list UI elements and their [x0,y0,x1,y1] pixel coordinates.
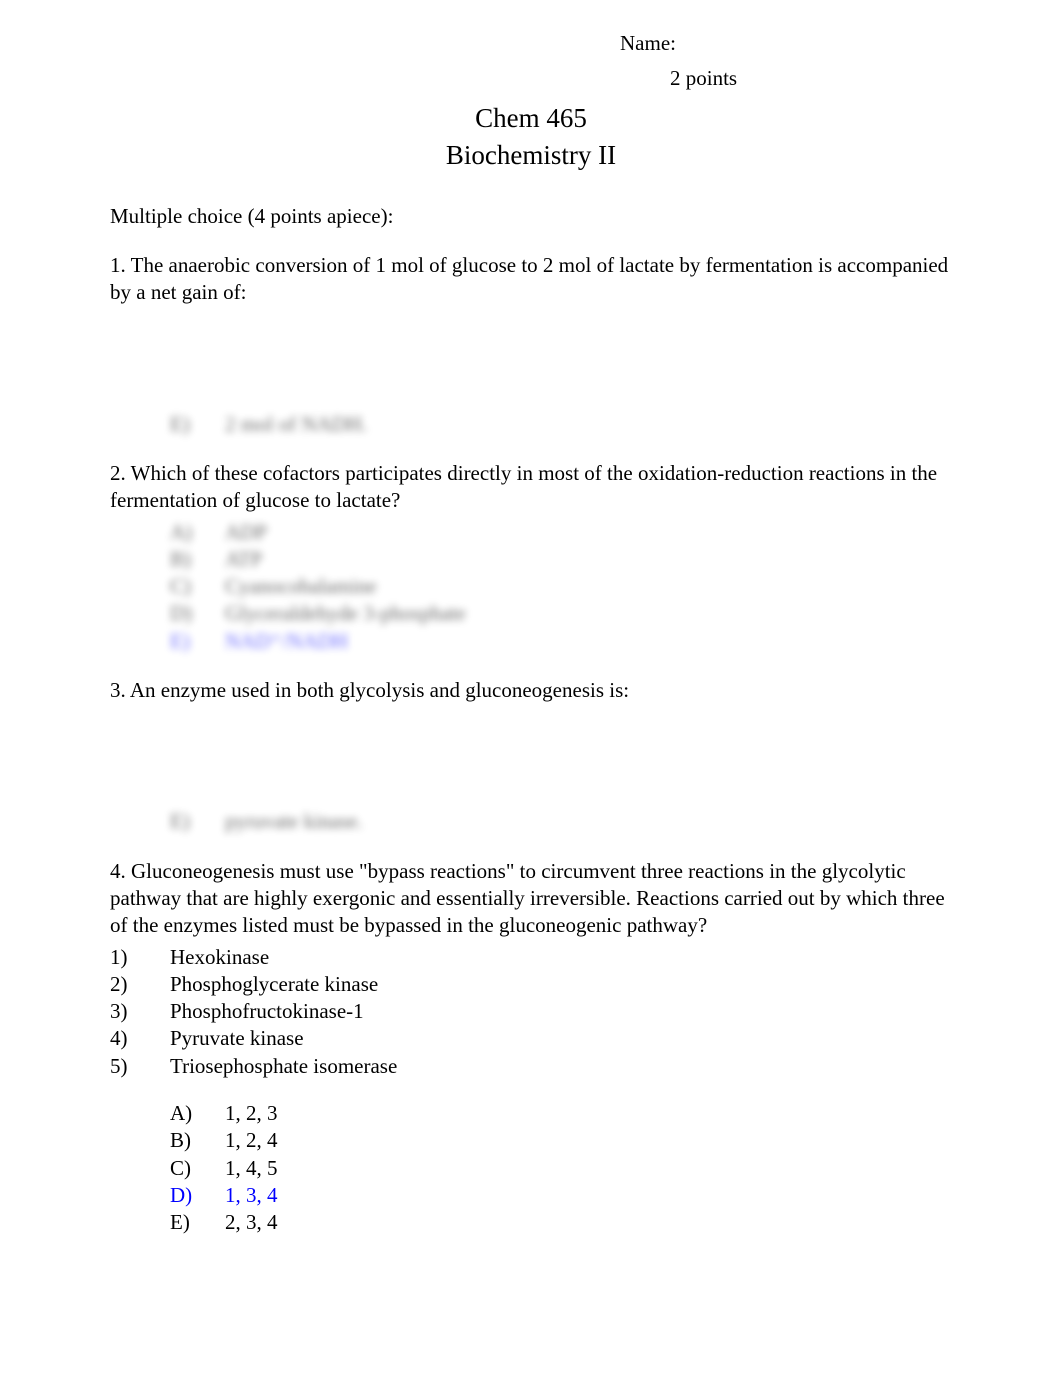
enzyme-name: Pyruvate kinase [170,1025,304,1052]
option-letter: A) [170,519,225,546]
enzyme-name: Phosphoglycerate kinase [170,971,378,998]
option-text: NAD⁺/NADH [225,628,348,655]
enzyme-name: Triosephosphate isomerase [170,1053,397,1080]
enzyme-name: Phosphofructokinase-1 [170,998,364,1025]
question-2: 2. Which of these cofactors participates… [110,460,952,655]
question-4-options: A) 1, 2, 3 B) 1, 2, 4 C) 1, 4, 5 D) 1, 3… [170,1100,952,1236]
question-1: 1. The anaerobic conversion of 1 mol of … [110,252,952,438]
question-3-text: 3. An enzyme used in both glycolysis and… [110,677,952,704]
points-label: 2 points [670,65,952,92]
option-letter: E) [170,1209,225,1236]
option-letter: D) [170,1182,225,1209]
option-letter: C) [170,1155,225,1182]
option-text: 1, 2, 4 [225,1127,278,1154]
question-4-text: 4. Gluconeogenesis must use "bypass reac… [110,858,952,940]
option-text: 1, 4, 5 [225,1155,278,1182]
name-label: Name: [620,30,952,57]
enzyme-num: 1) [110,944,170,971]
question-1-text: 1. The anaerobic conversion of 1 mol of … [110,252,952,307]
option-text: 2, 3, 4 [225,1209,278,1236]
option-letter: E) [170,628,225,655]
question-4: 4. Gluconeogenesis must use "bypass reac… [110,858,952,1237]
question-3: 3. An enzyme used in both glycolysis and… [110,677,952,836]
option-letter: C) [170,573,225,600]
option-text: 1, 3, 4 [225,1182,278,1209]
question-2-options: A) ADP B) ATP C) Cyanocobalamine D) Glyc… [170,519,952,655]
course-title: Chem 465 [110,101,952,136]
option-letter: B) [170,546,225,573]
question-4-enzyme-list: 1) Hexokinase 2) Phosphoglycerate kinase… [110,944,952,1080]
option-text: Glyceraldehyde 3-phosphate [225,600,466,627]
question-3-options: E) pyruvate kinase. [170,808,952,835]
option-text: 2 mol of NADH. [225,411,367,438]
option-letter: A) [170,1100,225,1127]
enzyme-num: 4) [110,1025,170,1052]
enzyme-num: 5) [110,1053,170,1080]
option-letter: D) [170,600,225,627]
enzyme-num: 3) [110,998,170,1025]
course-subtitle: Biochemistry II [110,138,952,173]
question-1-options: E) 2 mol of NADH. [170,411,952,438]
option-text: 1, 2, 3 [225,1100,278,1127]
option-letter: E) [170,808,225,835]
option-letter: E) [170,411,225,438]
option-letter: B) [170,1127,225,1154]
enzyme-num: 2) [110,971,170,998]
question-2-text: 2. Which of these cofactors participates… [110,460,952,515]
instructions: Multiple choice (4 points apiece): [110,203,952,230]
option-text: ADP [225,519,267,546]
enzyme-name: Hexokinase [170,944,269,971]
option-text: pyruvate kinase. [225,808,363,835]
option-text: ATP [225,546,262,573]
option-text: Cyanocobalamine [225,573,377,600]
